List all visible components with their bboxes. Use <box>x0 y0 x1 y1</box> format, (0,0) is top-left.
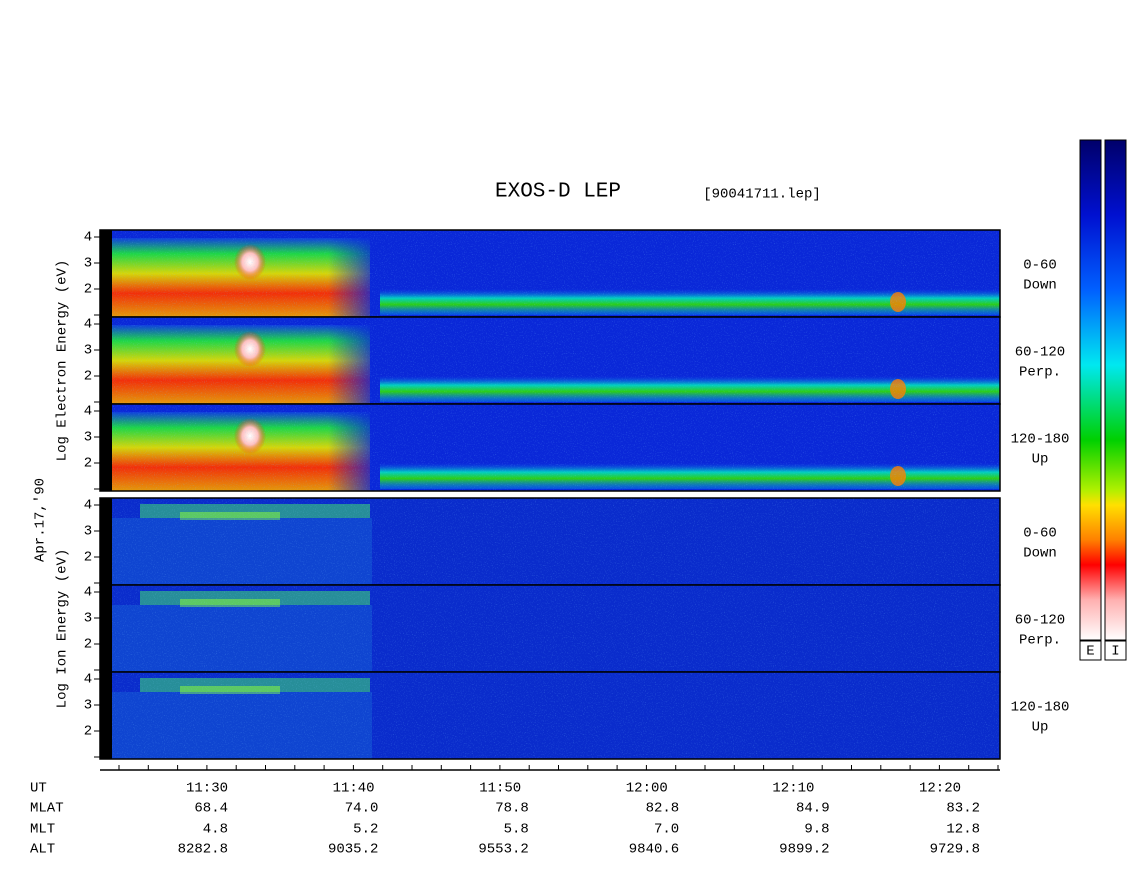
time-axis: UT 11:30 11:40 11:50 12:00 12:10 12:20 MLAT 68.4… <box>30 765 1000 858</box>
left-strip <box>100 404 112 491</box>
left-strip <box>100 672 112 759</box>
channel-direction: Down <box>1023 278 1057 294</box>
row-value: 68.4 <box>194 801 228 817</box>
y-tick-label: 2 <box>84 282 92 298</box>
row-value: 5.8 <box>504 822 529 838</box>
row-value: 9899.2 <box>779 842 829 858</box>
row-value: 84.9 <box>796 801 830 817</box>
y-tick-label: 2 <box>84 550 92 566</box>
row-value: 12.8 <box>946 822 980 838</box>
noise <box>100 230 1000 317</box>
y-tick-label: 3 <box>84 343 92 359</box>
row-name: MLT <box>30 822 55 838</box>
noise <box>100 404 1000 491</box>
y-tick-label: 3 <box>84 430 92 446</box>
channel-range: 0-60 <box>1023 258 1057 274</box>
channel-direction: Down <box>1023 546 1057 562</box>
channel-direction: Up <box>1032 720 1049 736</box>
time-label: 12:00 <box>626 781 668 797</box>
noise <box>100 585 1000 672</box>
row-value: 8282.8 <box>178 842 228 858</box>
left-strip <box>100 317 112 404</box>
colorbar-label: I <box>1111 644 1119 660</box>
panel-label: Log Ion Energy (eV) <box>55 549 71 709</box>
time-label: 11:50 <box>479 781 521 797</box>
row-value: 7.0 <box>654 822 679 838</box>
colorbar <box>1079 139 1102 641</box>
y-tick-label: 3 <box>84 256 92 272</box>
row-value: 82.8 <box>646 801 680 817</box>
channel-direction: Up <box>1032 452 1049 468</box>
channel-range: 120-180 <box>1011 432 1070 448</box>
noise <box>100 498 1000 585</box>
channel-direction: Perp. <box>1019 365 1061 381</box>
time-label: 11:30 <box>186 781 228 797</box>
y-tick-label: 4 <box>84 585 92 601</box>
channel-range: 60-120 <box>1015 345 1065 361</box>
y-tick-label: 4 <box>84 498 92 514</box>
row-value: 9553.2 <box>478 842 528 858</box>
y-tick-label: 2 <box>84 637 92 653</box>
row-value: 9729.8 <box>930 842 980 858</box>
row-name: MLAT <box>30 801 64 817</box>
left-strip <box>100 585 112 672</box>
colorbar-label-box <box>1104 640 1127 661</box>
y-tick-label: 2 <box>84 724 92 740</box>
row-value: 9.8 <box>804 822 829 838</box>
left-strip <box>100 498 112 585</box>
y-tick-label: 4 <box>84 672 92 688</box>
date: Apr.17,'90 <box>33 478 49 562</box>
row-value: 4.8 <box>203 822 228 838</box>
row-value: 74.0 <box>345 801 379 817</box>
y-tick-label: 4 <box>84 230 92 246</box>
row-value: 78.8 <box>495 801 529 817</box>
title: EXOS-D LEP <box>495 181 621 204</box>
time-label: 12:20 <box>919 781 961 797</box>
colorbar <box>1104 139 1127 641</box>
row-value: 9840.6 <box>629 842 679 858</box>
file-name: [90041711.lep] <box>703 187 821 203</box>
y-tick-label: 4 <box>84 404 92 420</box>
noise <box>100 672 1000 759</box>
channel-range: 60-120 <box>1015 613 1065 629</box>
channel-range: 120-180 <box>1011 700 1070 716</box>
y-tick-label: 3 <box>84 698 92 714</box>
row-value: 83.2 <box>946 801 980 817</box>
y-tick-label: 2 <box>84 369 92 385</box>
channel-direction: Perp. <box>1019 633 1061 649</box>
time-label: 11:40 <box>333 781 375 797</box>
y-tick-label: 4 <box>84 317 92 333</box>
row-name: ALT <box>30 842 55 858</box>
colorbar-label: E <box>1086 644 1094 660</box>
y-tick-label: 3 <box>84 611 92 627</box>
row-name: UT <box>30 781 47 797</box>
colorbar-label-box <box>1079 640 1102 661</box>
spectrograms: 2 3 4 0-60 Down 2 3 4 60-120 Perp. 2 3 4 120-180 Up Log… <box>55 229 1070 760</box>
time-label: 12:10 <box>772 781 814 797</box>
left-strip <box>100 230 112 317</box>
panel-label: Log Electron Energy (eV) <box>55 260 71 462</box>
y-tick-label: 3 <box>84 524 92 540</box>
y-tick-label: 2 <box>84 456 92 472</box>
row-value: 5.2 <box>353 822 378 838</box>
channel-range: 0-60 <box>1023 526 1057 542</box>
row-value: 9035.2 <box>328 842 378 858</box>
noise <box>100 317 1000 404</box>
